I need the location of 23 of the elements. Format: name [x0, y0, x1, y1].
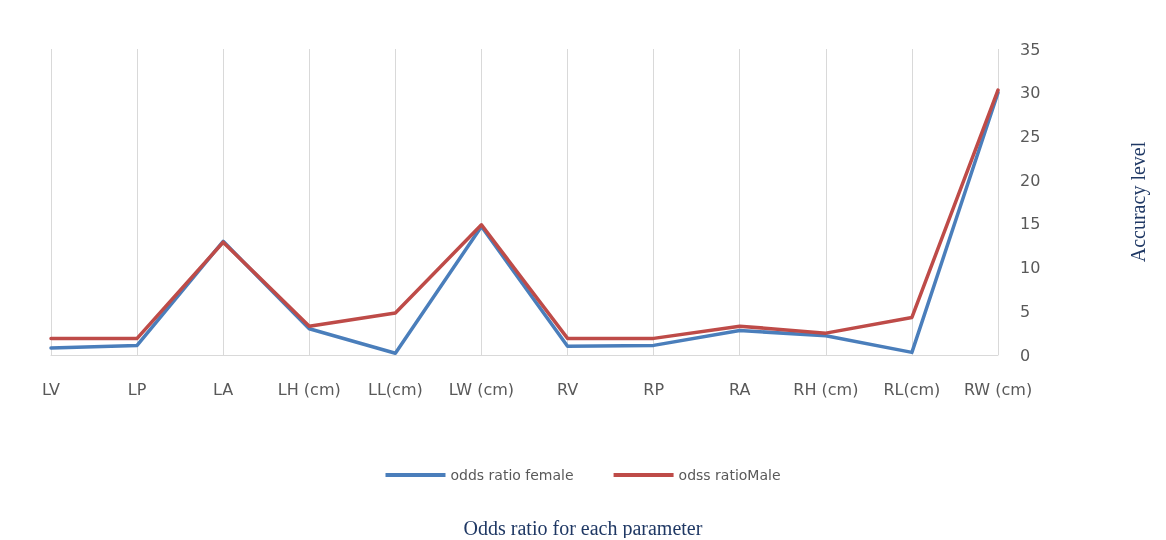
- y-tick-label: 25: [1020, 126, 1041, 146]
- y-axis-title: Accuracy level: [1127, 141, 1150, 263]
- x-tick-label: LV: [41, 379, 61, 399]
- x-tick-label: RV: [556, 379, 579, 399]
- legend-label: odds ratio female: [450, 467, 574, 483]
- y-tick-label: 35: [1020, 39, 1041, 59]
- x-tick-label: RW (cm): [963, 379, 1033, 399]
- x-tick-label: RH (cm): [793, 379, 859, 399]
- y-tick-label: 10: [1020, 258, 1041, 278]
- x-tick-label: LH (cm): [277, 379, 341, 399]
- x-tick-label: RA: [729, 379, 751, 399]
- x-tick-label: RL(cm): [883, 379, 941, 399]
- y-tick-label: 15: [1020, 214, 1041, 234]
- y-tick-label: 20: [1020, 170, 1041, 190]
- y-tick-label: 0: [1020, 345, 1031, 365]
- x-tick-label: LW (cm): [448, 379, 515, 399]
- y-tick-label: 5: [1020, 301, 1031, 321]
- x-tick-label: LA: [213, 379, 234, 399]
- x-tick-label: RP: [643, 379, 665, 399]
- legend-label: odss ratioMale: [678, 467, 781, 483]
- x-tick-label: LL(cm): [368, 379, 423, 399]
- x-tick-label: LP: [127, 379, 147, 399]
- y-tick-label: 30: [1020, 83, 1041, 103]
